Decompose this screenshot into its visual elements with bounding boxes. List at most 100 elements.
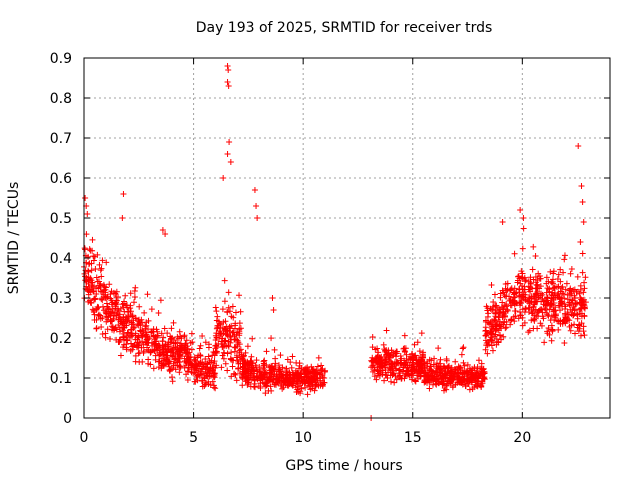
data-point: [515, 292, 522, 299]
data-point: [424, 360, 431, 367]
data-point: [144, 344, 151, 351]
data-point: [440, 380, 447, 387]
data-point: [131, 293, 138, 300]
data-point: [551, 284, 558, 291]
data-point: [530, 243, 537, 250]
data-point: [529, 266, 536, 273]
data-point: [93, 316, 100, 323]
data-point: [548, 279, 555, 286]
data-point: [301, 378, 308, 384]
data-point: [496, 314, 503, 321]
data-point: [236, 341, 243, 348]
data-point: [579, 199, 586, 205]
data-point: [441, 384, 448, 391]
data-point: [212, 385, 219, 392]
data-point: [571, 307, 578, 314]
data-point: [457, 366, 464, 373]
data-point: [234, 357, 241, 364]
data-point: [222, 318, 229, 325]
data-point: [391, 370, 398, 377]
data-point: [376, 358, 383, 365]
data-point: [465, 369, 472, 376]
data-point: [581, 332, 588, 339]
data-point: [226, 323, 233, 330]
y-tick-label: 0.1: [50, 371, 72, 387]
data-point: [475, 380, 482, 387]
data-point: [194, 377, 201, 384]
data-point: [188, 330, 195, 337]
data-point: [525, 329, 532, 336]
data-point: [229, 303, 236, 310]
data-point: [92, 266, 99, 273]
y-tick-label: 0.3: [50, 291, 72, 307]
data-point: [564, 309, 571, 316]
data-point: [519, 306, 526, 313]
data-point: [459, 345, 466, 352]
data-point: [256, 369, 263, 376]
data-point: [370, 362, 377, 369]
data-point: [509, 297, 516, 304]
data-point: [268, 371, 275, 378]
data-point: [154, 344, 161, 351]
data-point: [206, 358, 213, 365]
data-point: [449, 382, 456, 389]
data-point: [265, 387, 272, 394]
data-point: [250, 365, 257, 372]
data-point: [248, 353, 255, 360]
data-point: [229, 363, 236, 370]
data-point: [448, 368, 455, 375]
data-point: [135, 339, 142, 346]
x-axis-label: GPS time / hours: [285, 458, 402, 474]
data-point: [577, 305, 584, 312]
data-point: [169, 378, 176, 385]
data-point: [140, 348, 147, 355]
data-point: [560, 269, 567, 276]
data-point: [511, 293, 518, 300]
data-point: [225, 67, 232, 73]
data-point: [249, 335, 256, 342]
data-point: [520, 225, 527, 232]
data-point: [558, 285, 565, 292]
data-point: [437, 370, 444, 377]
data-point: [393, 376, 400, 383]
data-point: [120, 191, 127, 197]
data-point: [579, 269, 586, 276]
data-point: [568, 322, 575, 329]
data-point: [140, 341, 147, 348]
data-point: [194, 363, 201, 370]
data-point: [437, 356, 444, 363]
data-point: [187, 340, 194, 347]
data-point: [207, 382, 214, 389]
data-point: [109, 309, 116, 316]
data-point: [98, 265, 105, 272]
data-point: [165, 358, 172, 365]
data-point: [508, 316, 515, 323]
data-point: [429, 381, 436, 388]
data-point: [427, 363, 434, 370]
data-point: [559, 299, 566, 306]
data-point: [562, 310, 569, 317]
data-point: [170, 362, 177, 369]
data-point: [564, 291, 571, 298]
data-point: [532, 273, 539, 280]
data-point: [402, 345, 409, 352]
data-point: [236, 292, 243, 299]
data-point: [565, 311, 572, 318]
data-point: [271, 346, 278, 353]
data-point: [309, 385, 316, 392]
data-point: [561, 252, 568, 259]
data-point: [403, 351, 410, 358]
data-point: [144, 333, 151, 340]
data-point: [106, 281, 113, 288]
data-point: [568, 288, 575, 295]
data-point: [106, 336, 113, 343]
data-point: [248, 376, 255, 383]
data-point: [183, 337, 190, 344]
data-point: [500, 312, 507, 319]
data-point: [548, 337, 555, 344]
data-point: [561, 256, 568, 263]
data-point: [112, 324, 119, 331]
data-point: [130, 325, 137, 332]
data-point: [460, 344, 467, 351]
